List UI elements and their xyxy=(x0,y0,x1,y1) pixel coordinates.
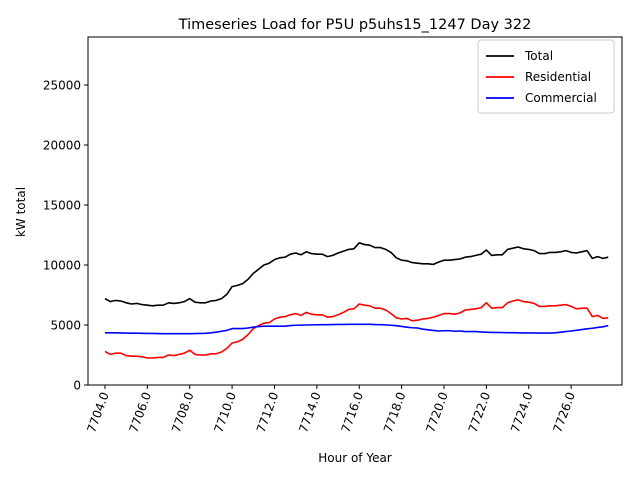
legend-label-residential: Residential xyxy=(525,70,591,84)
series-line-commercial xyxy=(104,323,609,335)
axes-border xyxy=(87,36,623,386)
y-tick-label: 20000 xyxy=(43,139,81,153)
legend-label-commercial: Commercial xyxy=(525,91,597,105)
legend-label-total: Total xyxy=(524,49,553,63)
x-axis-title: Hour of Year xyxy=(318,451,392,465)
y-tick-label: 25000 xyxy=(43,79,81,93)
y-tick-label: 10000 xyxy=(43,259,81,273)
y-tick-label: 0 xyxy=(73,379,81,393)
axes-frame xyxy=(87,36,623,386)
y-tick-label: 15000 xyxy=(43,199,81,213)
y-tick-label: 5000 xyxy=(50,319,81,333)
y-axis-ticks: 0 5000 10000 15000 20000 25000 xyxy=(43,79,88,393)
series-layer xyxy=(104,242,609,359)
chart-title: Timeseries Load for P5U p5uhs15_1247 Day… xyxy=(178,17,532,33)
series-line-total xyxy=(104,242,609,307)
legend-box xyxy=(477,39,615,114)
legend: Total Residential Commercial xyxy=(477,39,615,114)
series-line-residential xyxy=(104,298,609,359)
y-axis-title: kW total xyxy=(14,187,28,237)
